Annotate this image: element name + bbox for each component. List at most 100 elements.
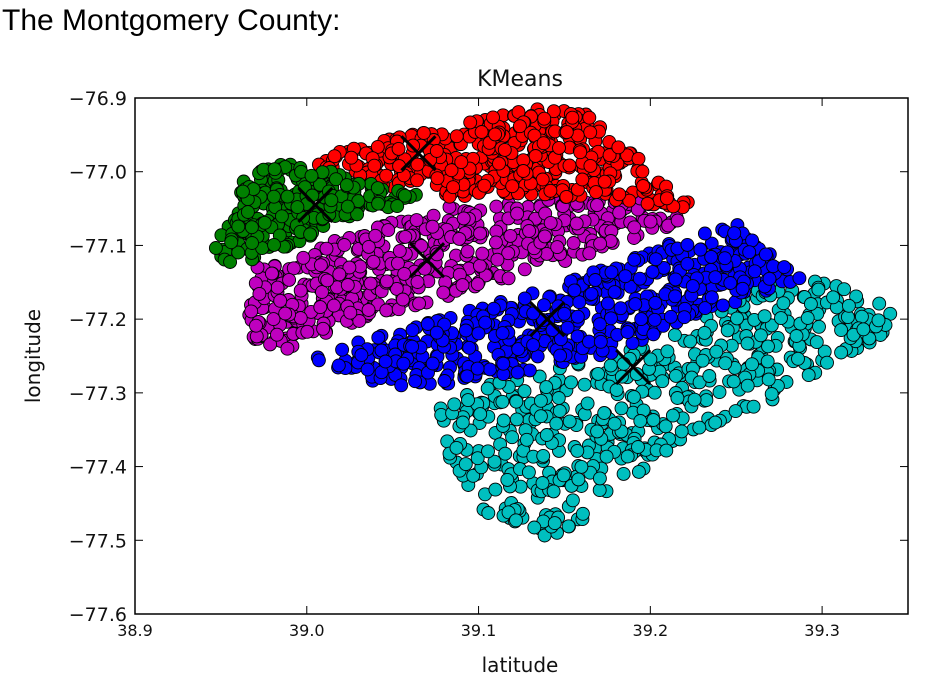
scatter-point bbox=[546, 484, 561, 499]
scatter-point bbox=[648, 252, 663, 267]
scatter-point bbox=[580, 396, 595, 411]
scatter-point bbox=[647, 385, 662, 400]
scatter-point bbox=[466, 468, 481, 483]
scatter-point bbox=[389, 281, 404, 296]
scatter-point bbox=[715, 298, 730, 313]
scatter-point bbox=[455, 278, 470, 293]
scatter-point bbox=[363, 276, 378, 291]
scatter-point bbox=[704, 290, 719, 305]
scatter-point bbox=[708, 415, 723, 430]
scatter-point bbox=[367, 158, 382, 173]
scatter-point bbox=[430, 247, 444, 262]
scatter-point bbox=[757, 309, 772, 324]
scatter-point bbox=[352, 314, 367, 328]
scatter-point bbox=[463, 115, 478, 130]
scatter-point bbox=[293, 283, 308, 298]
scatter-point bbox=[379, 303, 394, 318]
scatter-point bbox=[820, 355, 834, 370]
scatter-point bbox=[626, 390, 641, 404]
scatter-point bbox=[609, 383, 624, 397]
scatter-point bbox=[342, 260, 357, 275]
scatter-point bbox=[379, 168, 394, 183]
scatter-point bbox=[405, 339, 420, 354]
scatter-point bbox=[331, 358, 346, 373]
scatter-point bbox=[500, 472, 515, 487]
scatter-point bbox=[582, 334, 596, 349]
centroid-marker bbox=[297, 186, 334, 223]
scatter-point bbox=[559, 125, 574, 140]
scatter-point bbox=[552, 404, 567, 418]
scatter-point bbox=[573, 145, 588, 160]
scatter-point bbox=[776, 296, 791, 311]
scatter-point bbox=[647, 312, 662, 327]
scatter-point bbox=[231, 245, 246, 260]
scatter-point bbox=[634, 312, 649, 327]
scatter-point bbox=[480, 381, 495, 396]
scatter-point bbox=[522, 363, 537, 378]
scatter-point bbox=[503, 228, 518, 243]
cluster-series bbox=[242, 191, 685, 356]
scatter-point bbox=[361, 303, 376, 317]
scatter-point bbox=[471, 326, 486, 341]
scatter-point bbox=[764, 387, 779, 401]
scatter-point bbox=[856, 322, 871, 337]
scatter-point bbox=[280, 189, 295, 204]
scatter-point bbox=[699, 393, 714, 408]
scatter-point bbox=[567, 283, 582, 298]
scatter-point bbox=[597, 406, 612, 420]
x-tick-label: 39.3 bbox=[804, 621, 840, 640]
x-axis-label: latitude bbox=[482, 653, 559, 677]
scatter-point bbox=[593, 236, 608, 251]
scatter-point bbox=[408, 374, 423, 389]
scatter-point bbox=[761, 372, 776, 387]
scatter-point bbox=[674, 424, 689, 439]
centroid-marker bbox=[529, 301, 566, 338]
scatter-point bbox=[437, 374, 452, 388]
scatter-point bbox=[562, 414, 577, 429]
scatter-point bbox=[680, 237, 695, 252]
scatter-point bbox=[278, 306, 293, 321]
chart-title: KMeans bbox=[477, 67, 563, 92]
scatter-point bbox=[720, 323, 735, 338]
scatter-point bbox=[361, 239, 376, 254]
scatter-point bbox=[339, 178, 354, 193]
cluster-series bbox=[311, 102, 695, 215]
scatter-point bbox=[635, 164, 650, 179]
scatter-point bbox=[726, 374, 741, 389]
scatter-point bbox=[607, 285, 622, 300]
y-tick-label: −77.3 bbox=[69, 383, 127, 405]
scatter-point bbox=[235, 184, 250, 199]
scatter-point bbox=[745, 233, 760, 248]
scatter-point bbox=[600, 296, 615, 311]
scatter-point bbox=[327, 149, 342, 164]
scatter-point bbox=[252, 286, 267, 301]
scatter-point bbox=[648, 295, 663, 310]
scatter-point bbox=[496, 356, 511, 371]
scatter-point bbox=[640, 196, 655, 211]
scatter-point bbox=[280, 341, 295, 356]
scatter-point bbox=[460, 369, 475, 384]
scatter-point bbox=[315, 285, 329, 299]
scatter-point bbox=[614, 401, 629, 416]
scatter-point bbox=[472, 258, 487, 273]
scatter-point bbox=[570, 309, 585, 324]
scatter-point bbox=[245, 236, 259, 250]
scatter-point bbox=[340, 199, 355, 214]
scatter-point bbox=[604, 311, 618, 326]
scatter-point bbox=[354, 348, 369, 362]
scatter-point bbox=[574, 459, 589, 474]
scatter-point bbox=[697, 325, 712, 340]
scatter-point bbox=[452, 231, 467, 246]
scatter-point bbox=[487, 454, 502, 469]
scatter-point bbox=[659, 191, 674, 206]
scatter-point bbox=[360, 362, 375, 377]
scatter-point bbox=[697, 226, 712, 241]
scatter-point bbox=[458, 457, 473, 472]
scatter-point bbox=[263, 337, 278, 352]
scatter-point bbox=[270, 280, 285, 295]
axis-ticks: 38.9 39.0 39.1 39.2 39.3 −76.9 −77.0 −77.1 −77.2… bbox=[69, 88, 908, 640]
scatter-point bbox=[698, 301, 713, 316]
scatter-point bbox=[551, 391, 566, 405]
scatter-point bbox=[604, 265, 619, 280]
